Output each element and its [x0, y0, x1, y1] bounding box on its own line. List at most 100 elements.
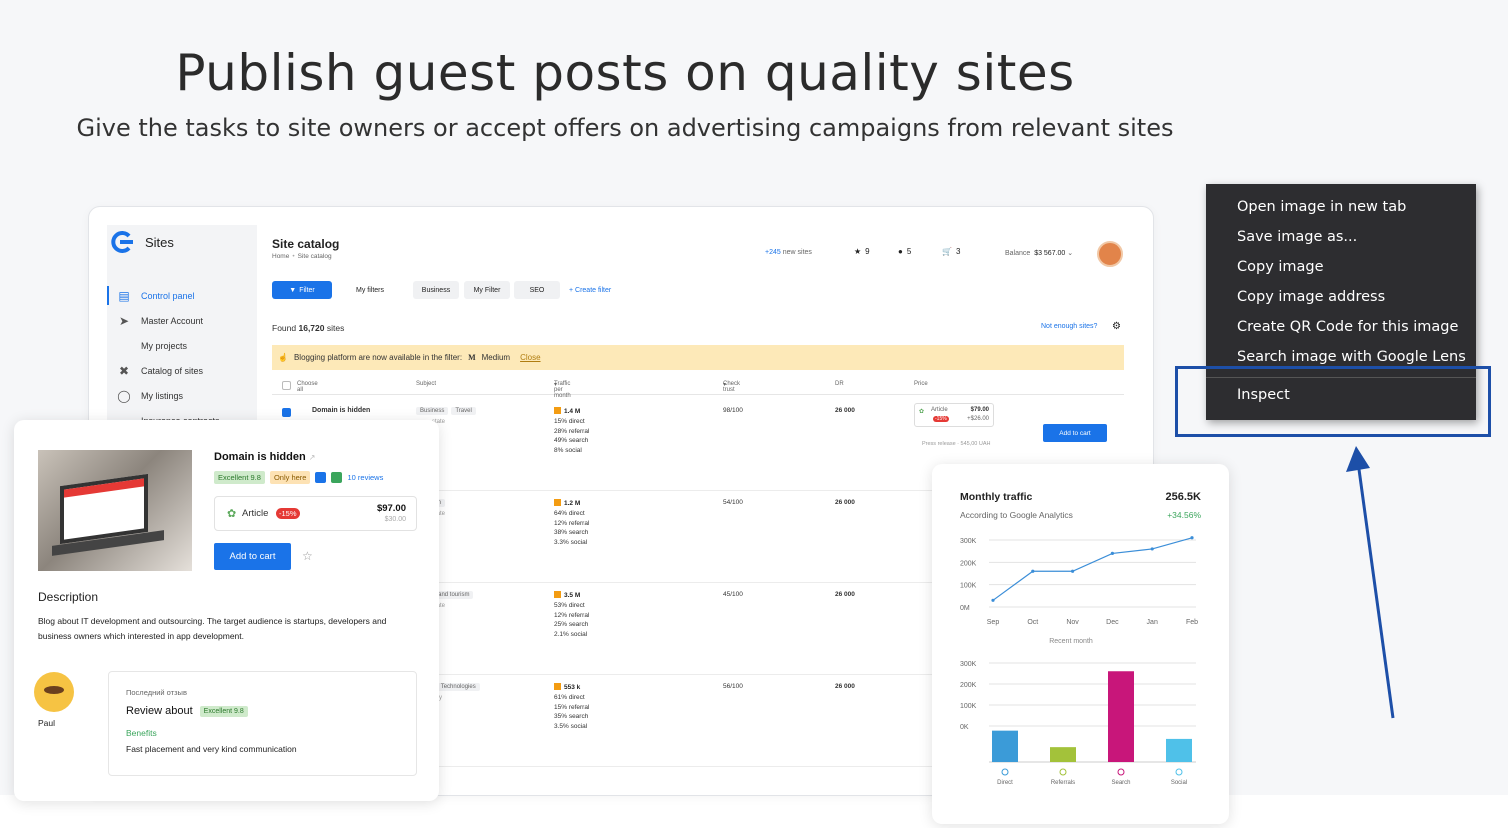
menu-copy-image-address[interactable]: Copy image address	[1237, 289, 1386, 305]
review-text: Fast placement and very kind communicati…	[126, 744, 297, 754]
add-to-cart-button[interactable]: Add to cart	[1043, 424, 1107, 442]
menu-create-qr-code[interactable]: Create QR Code for this image	[1237, 319, 1459, 335]
balance: Balance $3 567.00 ⌄	[1005, 250, 1074, 257]
found-count: Found 16,720 sites	[272, 323, 345, 333]
create-filter-link[interactable]: + Create filter	[569, 287, 612, 294]
price-card[interactable]: ✿ Article -15% $97.00 $30.00	[214, 496, 417, 531]
table-row[interactable]: Travel and tourism state 3.5 M53% direct…	[272, 583, 1124, 675]
menu-save-image-as[interactable]: Save image as...	[1237, 229, 1358, 245]
review-title: Review about Excellent 9.8	[126, 705, 248, 717]
not-enough-link[interactable]: Not enough sites?	[1041, 323, 1098, 330]
filter-button[interactable]: ▼ Filter	[272, 281, 332, 299]
context-menu: Open image in new tab Save image as... C…	[1206, 184, 1476, 420]
direct-icon	[1001, 768, 1009, 776]
star-icon: ★	[854, 247, 862, 256]
headset-icon: ◯	[117, 388, 131, 403]
x-tick-label: Nov	[1066, 619, 1079, 626]
data-point	[1110, 551, 1114, 555]
category-label: Social	[1171, 780, 1187, 786]
tab-my-filters[interactable]: My filters	[356, 286, 384, 294]
menu-inspect[interactable]: Inspect	[1237, 387, 1290, 403]
row-checkbox[interactable]	[282, 408, 291, 417]
row-tag: Technologies	[436, 683, 480, 691]
traffic-line	[992, 537, 1193, 601]
menu-divider	[1206, 377, 1476, 378]
cart-counter[interactable]: 🛒 3	[942, 247, 961, 256]
menu-search-google-lens[interactable]: Search image with Google Lens	[1237, 349, 1466, 365]
y-tick-label: 300K	[960, 538, 977, 545]
review-box: Последний отзыв Review about Excellent 9.…	[108, 671, 417, 776]
new-sites-link[interactable]: +245 new sites	[765, 249, 812, 256]
row-dr: 26 000	[835, 683, 855, 690]
table-row[interactable]: Domain is hidden Business Travel state 1.…	[272, 399, 1124, 491]
row-tag: state	[432, 419, 446, 425]
sidebar-item-control-panel[interactable]: ▤ Control panel	[107, 283, 257, 308]
tab-seo[interactable]: SEO	[514, 281, 560, 299]
gear-icon[interactable]: ⚙	[1112, 321, 1121, 332]
reviews-link[interactable]: 10 reviews	[347, 473, 384, 482]
external-link-icon[interactable]: ↗	[308, 453, 316, 462]
row-press-release: Press release · 545,00 UAH	[922, 441, 991, 447]
dashboard-icon: ▤	[118, 288, 130, 303]
col-check-trust[interactable]: Check trust ▾	[723, 381, 741, 393]
sidebar-item-my-listings[interactable]: ◯ My listings	[107, 383, 257, 408]
chat-icon: ●	[898, 247, 903, 256]
sidebar-item-my-projects[interactable]: My projects	[107, 333, 257, 358]
menu-open-image-new-tab[interactable]: Open image in new tab	[1237, 199, 1407, 215]
reviewer-avatar	[34, 672, 74, 712]
category-label: Search	[1111, 780, 1130, 786]
menu-copy-image[interactable]: Copy image	[1237, 259, 1324, 275]
search-icon	[1117, 768, 1125, 776]
row-trust: 98/100	[723, 407, 743, 414]
col-subject: Subject	[416, 381, 437, 387]
tab-my-filter[interactable]: My Filter	[464, 281, 510, 299]
logo-icon	[111, 231, 133, 253]
data-point	[1071, 569, 1075, 573]
article-label: Article	[242, 508, 269, 519]
col-traffic[interactable]: Traffic per month ▾	[554, 381, 571, 399]
row-tag: Travel and tourism	[416, 591, 474, 599]
bar-referrals	[1050, 747, 1076, 762]
add-to-cart-button[interactable]: Add to cart	[214, 543, 291, 570]
sidebar-item-catalog[interactable]: ✖ Catalog of sites	[107, 358, 257, 383]
data-point	[1150, 547, 1154, 551]
description-title: Description	[38, 590, 99, 604]
row-price-box[interactable]: ✿ Article -15% $79.00 +$26.00	[914, 403, 994, 427]
hero-subtitle: Give the tasks to site owners or accept …	[76, 114, 1174, 142]
row-tag: Travel	[451, 407, 476, 415]
price: $97.00	[376, 503, 406, 514]
favorites-counter[interactable]: ★ 9	[854, 247, 870, 256]
row-dr: 26 000	[835, 407, 855, 414]
row-dr: 26 000	[835, 499, 855, 506]
catalog-content: Site catalog Home • Site catalog +245 new …	[272, 225, 1124, 785]
star-icon[interactable]: ☆	[302, 549, 313, 563]
y-tick-label: 100K	[960, 583, 977, 590]
calendar-icon	[331, 472, 343, 483]
benefits-label: Benefits	[126, 728, 157, 738]
y-tick-label: 200K	[960, 560, 977, 567]
analytics-total: 256.5K	[1165, 491, 1201, 503]
row-trust: 54/100	[723, 499, 743, 506]
funnel-icon: ▼	[289, 286, 297, 294]
messages-counter[interactable]: ● 5	[898, 247, 912, 256]
leaf-icon: ✿	[919, 409, 925, 415]
y-tick-label: 0M	[960, 605, 970, 612]
row-tag: Business	[416, 407, 449, 415]
avatar[interactable]	[1097, 241, 1123, 267]
row-traffic: 3.5 M 53% direct 12% referral 25% search 2.1…	[554, 592, 590, 639]
tab-business[interactable]: Business	[413, 281, 459, 299]
row-trust: 45/100	[723, 591, 743, 598]
banner-close-link[interactable]: Close	[520, 353, 541, 362]
breadcrumb-home[interactable]: Home	[272, 253, 290, 260]
x-tick-label: Feb	[1186, 619, 1198, 626]
choose-all[interactable]: Choose all	[282, 381, 318, 393]
social-icon	[1175, 768, 1183, 776]
sidebar-item-master-account[interactable]: ➤ Master Account	[107, 308, 257, 333]
discount-badge: -15%	[276, 508, 300, 519]
data-point	[991, 598, 995, 602]
table-header: Choose all Subject Traffic per month ▾ C…	[272, 381, 1124, 399]
referrals-icon	[1059, 768, 1067, 776]
bar-social	[1166, 738, 1192, 762]
x-tick-label: Sep	[987, 619, 1000, 626]
old-price: $30.00	[384, 516, 406, 523]
